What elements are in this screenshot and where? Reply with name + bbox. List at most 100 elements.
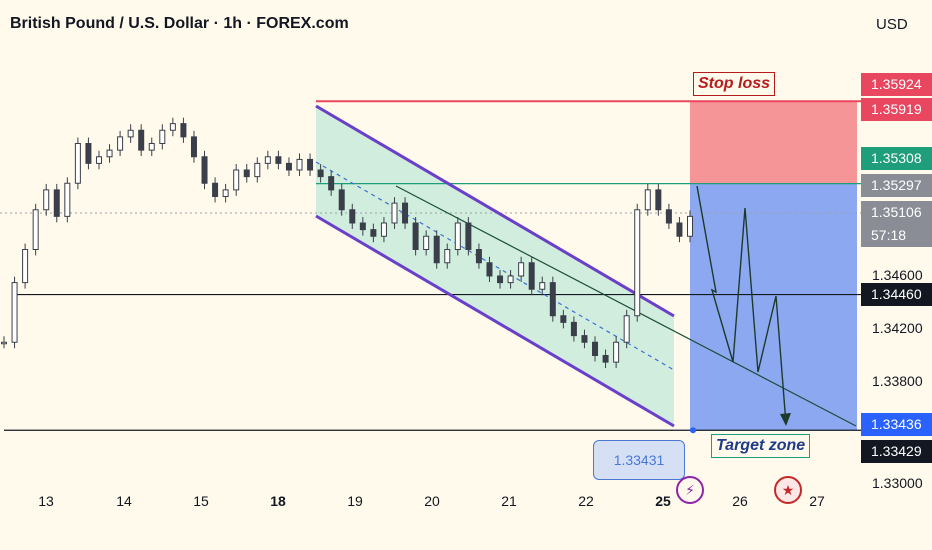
candle-body bbox=[1, 341, 7, 345]
candle-body bbox=[486, 262, 493, 277]
candle-body bbox=[359, 222, 366, 231]
candle-body bbox=[328, 176, 335, 191]
candle-body bbox=[402, 202, 409, 224]
candle-body bbox=[634, 209, 641, 317]
lightning-icon[interactable]: ⚡ bbox=[676, 476, 704, 504]
support-tag: 1.34460 bbox=[861, 283, 932, 306]
xtick-label: 20 bbox=[424, 493, 440, 509]
candle-body bbox=[560, 315, 567, 323]
candle-body bbox=[106, 149, 113, 158]
candle-body bbox=[687, 215, 693, 237]
ytick-label: 1.33800 bbox=[872, 373, 923, 389]
candle-body bbox=[159, 129, 166, 144]
price-tag-2: 1.35106 bbox=[861, 201, 932, 224]
target-tag: 1.33436 bbox=[861, 413, 932, 436]
channel-lower-line bbox=[315, 214, 675, 428]
xtick-label: 18 bbox=[270, 493, 286, 509]
candle-body bbox=[180, 123, 187, 138]
candle-body bbox=[11, 282, 18, 343]
candle-body bbox=[22, 249, 29, 284]
candle-body bbox=[370, 229, 377, 237]
price-tag-1: 1.35297 bbox=[861, 174, 932, 197]
candle-body bbox=[201, 156, 208, 184]
candle-body bbox=[349, 209, 356, 224]
candle-body bbox=[391, 202, 398, 224]
stop-tag-2: 1.35919 bbox=[861, 98, 932, 121]
xtick-label: 14 bbox=[116, 493, 132, 509]
candle-body bbox=[507, 275, 514, 284]
candle-body bbox=[433, 235, 440, 264]
candle-body bbox=[444, 249, 451, 264]
candle-body bbox=[296, 158, 303, 171]
stop-loss-label: Stop loss bbox=[693, 72, 776, 96]
xtick-label: 19 bbox=[347, 493, 363, 509]
candle-body bbox=[222, 189, 229, 197]
xtick-label: 27 bbox=[809, 493, 825, 509]
candle-body bbox=[623, 315, 630, 343]
candle-body bbox=[190, 136, 197, 158]
candle-body bbox=[95, 156, 102, 164]
candle-body bbox=[338, 189, 345, 211]
channel-upper-line bbox=[315, 104, 675, 318]
xtick-label: 22 bbox=[578, 493, 594, 509]
low-tag: 1.33429 bbox=[861, 440, 932, 463]
candle-body bbox=[465, 222, 472, 250]
currency-label[interactable]: USD bbox=[876, 16, 908, 33]
xtick-label: 26 bbox=[732, 493, 748, 509]
candle-body bbox=[117, 136, 124, 151]
candle-body bbox=[32, 209, 39, 250]
candle-body bbox=[233, 169, 240, 191]
projection-path bbox=[696, 185, 787, 425]
candle-body bbox=[138, 129, 145, 151]
candle-body bbox=[475, 249, 482, 264]
candle-body bbox=[64, 182, 71, 217]
candle-body bbox=[254, 162, 261, 178]
candle-body bbox=[665, 209, 672, 224]
candle-body bbox=[528, 262, 535, 290]
trend-line bbox=[395, 185, 857, 427]
candle-body bbox=[127, 129, 134, 138]
ytick-label: 1.34200 bbox=[872, 320, 923, 336]
candle-body bbox=[317, 169, 324, 178]
candle-body bbox=[275, 156, 282, 164]
candle-body bbox=[212, 182, 219, 197]
candle-body bbox=[497, 275, 504, 284]
chart-title: British Pound / U.S. Dollar · 1h · FOREX… bbox=[10, 15, 349, 32]
candle-body bbox=[148, 143, 155, 151]
ytick-label: 1.34600 bbox=[872, 267, 923, 283]
candle-body bbox=[43, 189, 50, 211]
candle-body bbox=[169, 123, 176, 131]
target-zone-label: Target zone bbox=[711, 434, 811, 458]
xtick-label: 25 bbox=[655, 493, 671, 509]
candle-body bbox=[53, 189, 60, 217]
candle-body bbox=[243, 169, 250, 178]
candle-body bbox=[412, 222, 419, 250]
candle-body bbox=[581, 335, 588, 343]
us-flag-icon[interactable]: ★ bbox=[774, 476, 802, 504]
candle-body bbox=[307, 158, 314, 171]
candle-body bbox=[285, 162, 292, 171]
candle-body bbox=[539, 282, 546, 290]
candle-body bbox=[613, 341, 620, 363]
candle-body bbox=[570, 321, 577, 337]
xtick-label: 21 bbox=[501, 493, 517, 509]
stop-tag-1: 1.35924 bbox=[861, 73, 932, 96]
channel-fill bbox=[316, 106, 674, 426]
price-callout: 1.33431 bbox=[593, 440, 685, 480]
entry-tag: 1.35308 bbox=[861, 147, 932, 170]
candle-body bbox=[380, 222, 387, 237]
candle-body bbox=[549, 282, 556, 317]
candle-body bbox=[454, 222, 461, 250]
candle-body bbox=[655, 189, 662, 211]
candle-body bbox=[74, 143, 81, 184]
xtick-label: 15 bbox=[193, 493, 209, 509]
candle-body bbox=[676, 222, 683, 237]
stop-zone bbox=[690, 101, 857, 184]
candle-body bbox=[423, 235, 430, 250]
candle-body bbox=[602, 355, 609, 363]
xtick-label: 13 bbox=[38, 493, 54, 509]
candle-body bbox=[592, 341, 599, 356]
timer-tag: 57:18 bbox=[861, 224, 932, 247]
ytick-label: 1.33000 bbox=[872, 475, 923, 491]
